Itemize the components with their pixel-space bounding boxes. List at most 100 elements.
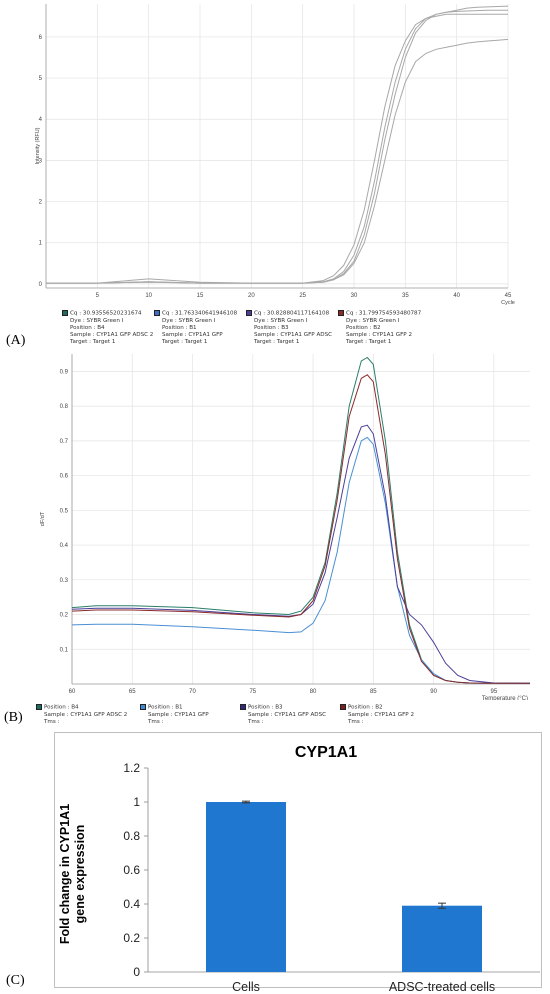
legend-entry: Cq : 31.763340641946108 Dye : SYBR Green … — [154, 310, 237, 347]
legend-entry: Cq : 31.799754593480787 Dye : SYBR Green … — [338, 310, 421, 347]
legend-swatch — [340, 704, 346, 710]
y-tick-label: 0.3 — [60, 578, 69, 584]
legend-text: Position : B3 — [240, 704, 326, 712]
legend-text: Dye : SYBR Green I — [162, 317, 216, 324]
legend-entry: Cq : 30.828804117164108 Dye : SYBR Green … — [246, 310, 332, 347]
legend-swatch — [62, 310, 68, 316]
y-tick-label: 0 — [39, 282, 43, 288]
y-tick-label: 0.8 — [60, 404, 69, 410]
legend-entry: Position : B1 Sample : CYP1A1 GFP Tms : — [140, 704, 209, 726]
legend-text: Position : B1 — [162, 324, 197, 331]
legend-entry: Position : B2 Sample : CYP1A1 GFP 2 Tms : — [340, 704, 414, 726]
melt-curve-B2 — [71, 374, 530, 684]
legend-swatch — [154, 310, 160, 316]
x-tick-label: 30 — [351, 293, 358, 299]
y-tick-label: 0.8 — [123, 829, 140, 843]
legend-text: Position : B2 — [340, 704, 414, 712]
panel-label-b: (B) — [4, 710, 23, 725]
chart-title: CYP1A1 — [295, 744, 357, 761]
legend-text: Cq : 31.763340641946108 — [154, 310, 237, 318]
x-axis-label: Cycle — [501, 300, 515, 306]
legend-entry: Position : B3 Sample : CYP1A1 GFP ADSC Tms… — [240, 704, 326, 726]
amplification-curve — [46, 9, 508, 284]
melt-curve-B1 — [71, 436, 530, 684]
panel-label-c: (C) — [6, 973, 25, 988]
bar-1 — [206, 802, 286, 972]
y-tick-label: 1 — [39, 241, 43, 247]
legend-text: Dye : SYBR Green I — [254, 317, 308, 324]
y-tick-label: 0.7 — [60, 439, 69, 445]
x-tick-label: 10 — [145, 293, 152, 299]
legend-swatch — [338, 310, 344, 316]
x-tick-label: 40 — [453, 293, 460, 299]
x-tick-label: 25 — [299, 293, 306, 299]
y-axis-label: dF/dT — [40, 511, 46, 526]
legend-text: Sample : CYP1A1 GFP ADSC — [254, 332, 333, 339]
legend-text: Position : B2 — [346, 324, 381, 331]
x-tick-label: 80 — [310, 689, 317, 695]
x-tick-label: 65 — [129, 689, 136, 695]
legend-text: Position : B1 — [140, 704, 209, 712]
legend-text: Dye : SYBR Green I — [346, 317, 400, 324]
legend-text: Sample : CYP1A1 GFP 2 — [346, 332, 412, 339]
y-tick-label: 0.9 — [60, 369, 69, 375]
y-tick-label: 1 — [133, 795, 140, 809]
x-axis-label: Temperature (°C) — [482, 696, 528, 700]
y-axis-label: Fold change in CYP1A1gene expression — [58, 804, 87, 944]
y-tick-label: 0.6 — [123, 863, 140, 877]
melt-curve-B3 — [71, 424, 531, 684]
legend-text: Sample : CYP1A1 GFP — [162, 332, 223, 339]
expression-bar-chart: 0 0.2 0.4 0.6 0.8 1 1.2 Fold change in CYP1A1ge… — [58, 744, 540, 992]
y-tick-label: 0.2 — [123, 931, 140, 945]
x-category-label: Cells — [232, 980, 260, 992]
x-tick-label: 95 — [490, 689, 497, 695]
legend-text: Tms : — [148, 718, 164, 725]
x-tick-label: 45 — [505, 293, 512, 299]
legend-text: Sample : CYP1A1 GFP — [148, 711, 209, 718]
x-tick-label: 70 — [189, 689, 196, 695]
bar-chart-body: 0 0.2 0.4 0.6 0.8 1 1.2 Fold change in CYP1A1ge… — [58, 761, 540, 979]
x-tick-label: 15 — [197, 293, 204, 299]
y-tick-label: 0.6 — [60, 474, 69, 480]
legend-text: Position : B4 — [36, 704, 127, 712]
x-tick-label: 35 — [402, 293, 409, 299]
y-tick-label: 0.1 — [60, 647, 69, 653]
amplification-curve — [46, 5, 509, 284]
y-tick-label: 1.2 — [123, 761, 140, 775]
y-axis-label: Intensity (RFU) — [35, 127, 41, 164]
x-tick-label: 60 — [69, 689, 76, 695]
legend-swatch — [246, 310, 252, 316]
y-tick-label: 0.4 — [60, 543, 69, 549]
bar-2 — [402, 905, 482, 972]
melt-curve-chart: 60 65 70 75 80 85 90 95 0.1 0.2 0.3 0.4 0.5 0.6 0.7 0.8… — [40, 354, 531, 700]
x-tick-label: 85 — [370, 689, 377, 695]
legend-text: Cq : 30.935565202316​74 — [62, 310, 153, 318]
y-tick-label: 0.2 — [60, 613, 69, 619]
legend-swatch — [140, 704, 146, 710]
legend-text: Dye : SYBR Green I — [70, 317, 124, 324]
y-tick-label: 0 — [133, 965, 140, 979]
legend-text: Target : Target 1 — [162, 339, 208, 346]
y-tick-label: 2 — [39, 200, 43, 206]
legend-text: Position : B4 — [70, 324, 105, 331]
legend-swatch — [36, 704, 42, 710]
x-tick-label: 20 — [248, 293, 255, 299]
y-tick-label: 5 — [39, 76, 43, 82]
legend-swatch — [240, 704, 246, 710]
legend-text: Target : Target 1 — [346, 339, 392, 346]
legend-text: Cq : 31.799754593480787 — [338, 310, 421, 318]
x-tick-label: 75 — [249, 689, 256, 695]
x-category-label: ADSC-treated cells — [389, 980, 495, 992]
legend-text: Sample : CYP1A1 GFP ADSC 2 — [70, 332, 154, 339]
legend-text: Sample : CYP1A1 GFP 2 — [348, 711, 414, 718]
legend-text: Sample : CYP1A1 GFP ADSC — [248, 711, 327, 718]
legend-text: Tms : — [44, 718, 60, 725]
legend-text: Tms : — [248, 718, 264, 725]
legend-text: Tms : — [348, 718, 364, 725]
legend-text: Cq : 30.828804117164108 — [246, 310, 332, 318]
y-tick-label: 0.5 — [60, 508, 69, 514]
panel-label-a: (A) — [6, 333, 26, 348]
x-tick-label: 90 — [430, 689, 437, 695]
